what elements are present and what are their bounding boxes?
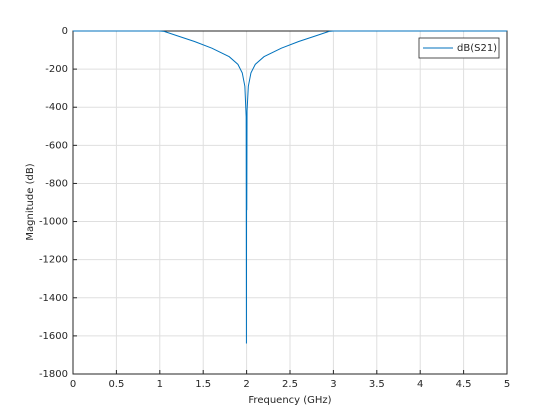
y-axis-label: Magnitude (dB)	[25, 163, 36, 240]
y-tick-label: -400	[45, 102, 68, 113]
x-tick-label: 2	[243, 379, 249, 390]
x-tick-label: 0	[70, 379, 76, 390]
x-tick-label: 2.5	[282, 379, 298, 390]
data-line	[73, 30, 507, 344]
x-tick-label: 1	[157, 379, 163, 390]
y-tick-label: -800	[45, 178, 68, 189]
x-tick-label: 1.5	[195, 379, 211, 390]
x-tick-label: 3	[330, 379, 336, 390]
y-tick-label: -200	[45, 64, 68, 75]
y-tick-label: -1000	[39, 217, 68, 228]
y-tick-label: -600	[45, 140, 68, 151]
x-tick-label: 4.5	[456, 379, 472, 390]
y-tick-label: -1400	[39, 293, 68, 304]
y-tick-label: -1800	[39, 369, 68, 380]
y-tick-label: -1600	[39, 331, 68, 342]
y-tick-label: -1200	[39, 255, 68, 266]
x-tick-label: 3.5	[369, 379, 385, 390]
legend-label: dB(S21)	[457, 43, 497, 54]
x-tick-label: 5	[504, 379, 510, 390]
x-tick-label: 0.5	[108, 379, 124, 390]
x-axis-label: Frequency (GHz)	[248, 395, 331, 406]
axes-box	[72, 30, 508, 375]
x-tick-label: 4	[417, 379, 423, 390]
legend-box	[418, 37, 500, 59]
y-tick-label: 0	[62, 26, 68, 37]
